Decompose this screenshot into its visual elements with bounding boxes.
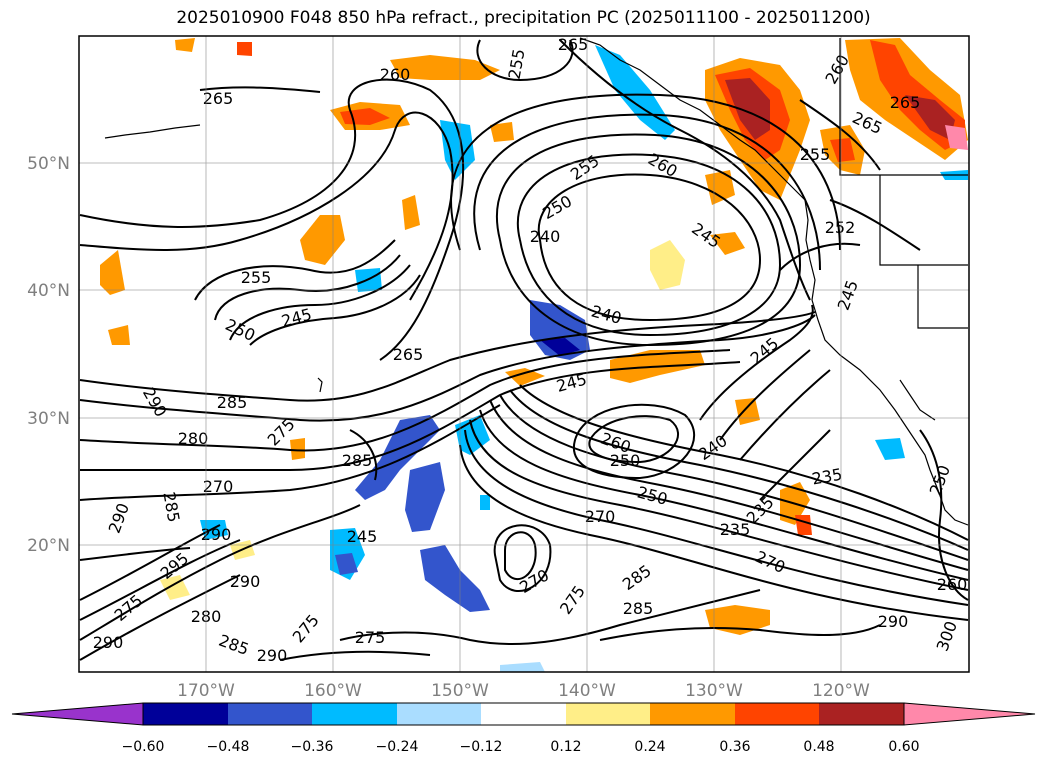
contour-label: 290 [257, 646, 288, 665]
contour-label: 290 [93, 633, 124, 652]
contour-label: 270 [585, 507, 616, 526]
colorbar-bin [566, 703, 650, 725]
contour-label: 235 [720, 520, 751, 539]
contour-label: 275 [355, 628, 386, 647]
contour-label: 245 [347, 527, 378, 546]
contour-label: 280 [178, 429, 209, 448]
colorbar-tick: 0.36 [719, 739, 750, 755]
colorbar-tick: 0.12 [550, 739, 581, 755]
lon-label-170w: 170°W [177, 681, 235, 701]
contour-label: 255 [800, 145, 831, 164]
longitude-labels: 170°W 160°W 150°W 140°W 130°W 120°W [177, 681, 870, 701]
map-background [79, 36, 969, 672]
map-frame [78, 35, 970, 673]
lon-label-150w: 150°W [431, 681, 489, 701]
contour-label: 265 [203, 89, 234, 108]
lat-label-40n: 40°N [27, 281, 70, 301]
colorbar-bin [735, 703, 819, 725]
contour-label: 260 [937, 575, 968, 594]
contour-label: 250 [610, 451, 641, 470]
latitude-labels: 50°N 40°N 30°N 20°N [27, 154, 70, 556]
contour-label: 285 [217, 393, 248, 412]
contour-label: 285 [623, 599, 654, 618]
colorbar-bin [143, 703, 228, 725]
colorbar-tick: −0.36 [291, 739, 334, 755]
contour-label: 240 [530, 227, 561, 246]
colorbar-tick: −0.60 [122, 739, 165, 755]
contour-label: 290 [201, 525, 232, 544]
contour-label: 290 [230, 572, 261, 591]
lat-label-50n: 50°N [27, 154, 70, 174]
contour-label: 260 [380, 65, 411, 84]
colorbar-tick: −0.24 [376, 739, 419, 755]
colorbar-bin [228, 703, 312, 725]
colorbar-frame [142, 702, 905, 726]
contour-label: 265 [890, 93, 921, 112]
colorbar-extend-low [11, 702, 144, 726]
contour-label: 270 [203, 477, 234, 496]
colorbar-bin [819, 703, 904, 725]
colorbar-tick: 0.48 [803, 739, 834, 755]
colorbar-bin [397, 703, 481, 725]
precip-fills [100, 38, 968, 672]
contour-label: 265 [393, 345, 424, 364]
colorbar-tick: 0.24 [634, 739, 665, 755]
colorbar-tick: −0.48 [207, 739, 250, 755]
colorbar-bin [312, 703, 397, 725]
coastlines [104, 37, 969, 526]
contour-label: 252 [825, 218, 856, 237]
lon-label-160w: 160°W [304, 681, 362, 701]
lon-label-140w: 140°W [558, 681, 616, 701]
lon-label-130w: 130°W [685, 681, 743, 701]
colorbar-tick: 0.60 [888, 739, 919, 755]
map-title: 2025010900 F048 850 hPa refract., precip… [176, 8, 871, 28]
contour-label: 255 [241, 268, 272, 287]
colorbar: −0.60 −0.48 −0.36 −0.24 −0.12 0.12 0.24 … [11, 702, 1036, 755]
contour-label: 285 [342, 451, 373, 470]
colorbar-bin [650, 703, 735, 725]
lat-label-30n: 30°N [27, 409, 70, 429]
colorbar-extend-high [903, 702, 1036, 726]
refractivity-contours [79, 39, 969, 661]
colorbar-tick: −0.12 [460, 739, 503, 755]
colorbar-bin [481, 703, 566, 725]
contour-label: 290 [878, 612, 909, 631]
contour-label: 265 [558, 35, 589, 54]
graticule [79, 36, 969, 672]
lat-label-20n: 20°N [27, 536, 70, 556]
lon-label-120w: 120°W [812, 681, 870, 701]
